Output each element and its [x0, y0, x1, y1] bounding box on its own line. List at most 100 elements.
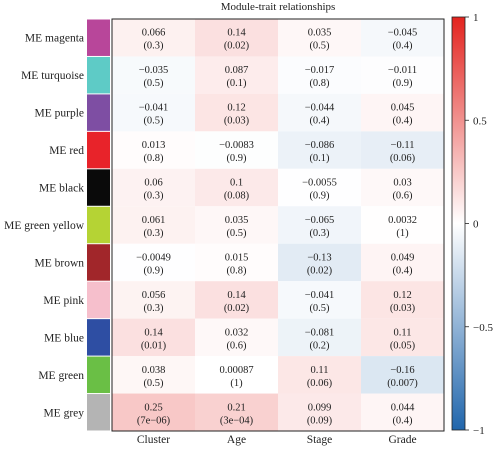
heatmap-cell — [278, 243, 361, 282]
heatmap-cell — [112, 393, 195, 431]
colorbar-tick-label: 0.5 — [473, 115, 487, 127]
heatmap-cell — [112, 168, 195, 207]
colorbar-tick-label: 0 — [473, 219, 479, 231]
heatmap-cell — [195, 206, 278, 244]
module-color-swatch — [87, 206, 110, 244]
heatmap-cell — [195, 356, 278, 394]
module-color-swatch — [87, 244, 110, 281]
cell-pvalue-label: (0.5) — [143, 378, 164, 389]
module-color-swatch — [87, 19, 110, 56]
cell-pvalue-label: (0.4) — [392, 415, 413, 426]
cell-pvalue-label: (0.06) — [390, 153, 416, 164]
cell-correlation-label: −0.0055 — [302, 178, 337, 189]
cell-correlation-label: 0.06 — [144, 178, 162, 189]
cell-pvalue-label: (0.9) — [143, 265, 164, 276]
cell-pvalue-label: (3e−04) — [220, 415, 254, 426]
row-label: ME turquoise — [21, 70, 84, 82]
module-color-swatch — [87, 281, 110, 319]
heatmap-cell — [195, 243, 278, 282]
cell-correlation-label: 0.00087 — [219, 365, 253, 376]
colorbar — [451, 16, 466, 431]
cell-pvalue-label: (0.4) — [392, 41, 413, 52]
module-color-swatch — [87, 394, 110, 431]
cell-correlation-label: 0.087 — [225, 65, 249, 76]
heatmap-cell — [112, 318, 195, 357]
module-color-swatch — [87, 319, 110, 356]
cell-correlation-label: 0.21 — [227, 402, 245, 413]
row-label: ME grey — [43, 407, 84, 419]
cell-pvalue-label: (0.9) — [226, 153, 247, 164]
heatmap-frame — [111, 18, 445, 432]
cell-correlation-label: 0.066 — [142, 28, 166, 39]
cell-correlation-label: 0.1 — [230, 178, 243, 189]
cell-correlation-label: 0.14 — [227, 28, 246, 39]
cell-pvalue-label: (0.5) — [309, 303, 330, 314]
row-label: ME red — [49, 145, 84, 157]
heatmap-cell — [278, 131, 361, 169]
cell-correlation-label: 0.11 — [311, 365, 329, 376]
cell-pvalue-label: (0.8) — [226, 265, 247, 276]
colorbar-tick-label: 1 — [473, 12, 479, 24]
heatmap-cell — [278, 206, 361, 244]
cell-pvalue-label: (0.007) — [387, 378, 418, 389]
cell-pvalue-label: (0.5) — [309, 41, 330, 52]
module-color-swatch — [87, 94, 110, 131]
cell-pvalue-label: (0.4) — [392, 116, 413, 127]
cell-pvalue-label: (0.3) — [143, 191, 164, 202]
heatmap-cell — [278, 168, 361, 207]
row-label: ME pink — [43, 295, 84, 307]
cell-correlation-label: −0.086 — [305, 140, 335, 151]
row-label: ME blue — [44, 332, 84, 344]
cell-pvalue-label: (0.5) — [143, 116, 164, 127]
cell-correlation-label: −0.011 — [388, 65, 417, 76]
cell-pvalue-label: (0.09) — [307, 415, 333, 426]
cell-pvalue-label: (0.05) — [390, 340, 416, 351]
cell-pvalue-label: (0.1) — [309, 153, 330, 164]
colorbar-tick-label: −0.5 — [473, 322, 493, 334]
heatmap-cell — [361, 56, 444, 94]
cell-pvalue-label: (1) — [396, 228, 409, 239]
cell-pvalue-label: (0.03) — [390, 303, 416, 314]
cell-pvalue-label: (0.3) — [143, 41, 164, 52]
heatmap-cell — [195, 93, 278, 132]
cell-correlation-label: 0.03 — [393, 178, 411, 189]
cell-pvalue-label: (0.08) — [224, 191, 250, 202]
cell-correlation-label: 0.14 — [144, 327, 163, 338]
cell-correlation-label: −0.11 — [391, 140, 415, 151]
module-color-swatch — [87, 169, 110, 206]
column-label: Age — [227, 434, 246, 446]
heatmap-cell — [361, 131, 444, 169]
cell-pvalue-label: (0.3) — [143, 303, 164, 314]
cell-pvalue-label: (0.8) — [309, 78, 330, 89]
heatmap-cell — [278, 56, 361, 94]
cell-correlation-label: −0.16 — [390, 365, 414, 376]
colorbar-tick-label: −1 — [473, 425, 485, 437]
cell-correlation-label: −0.045 — [388, 28, 418, 39]
heatmap-cell — [361, 393, 444, 431]
heatmap-cell — [278, 393, 361, 431]
column-label: Cluster — [137, 434, 170, 446]
cell-correlation-label: 0.0032 — [388, 215, 417, 226]
cell-pvalue-label: (0.06) — [307, 378, 333, 389]
cell-pvalue-label: (0.02) — [224, 41, 250, 52]
cell-correlation-label: −0.081 — [305, 327, 335, 338]
row-label: ME purple — [34, 108, 84, 120]
cell-pvalue-label: (0.5) — [143, 78, 164, 89]
heatmap-cell — [112, 243, 195, 282]
heatmap-cell — [195, 318, 278, 357]
cell-pvalue-label: (0.9) — [392, 78, 413, 89]
heatmap-cell — [195, 168, 278, 207]
cell-correlation-label: −0.035 — [139, 65, 169, 76]
cell-pvalue-label: (0.8) — [143, 153, 164, 164]
cell-pvalue-label: (0.03) — [224, 116, 250, 127]
cell-correlation-label: 0.013 — [142, 140, 166, 151]
cell-pvalue-label: (0.6) — [392, 191, 413, 202]
cell-pvalue-label: (1) — [230, 378, 243, 389]
heatmap-cell — [112, 93, 195, 132]
cell-correlation-label: 0.035 — [225, 215, 249, 226]
heatmap-cell — [112, 131, 195, 169]
row-label: ME green yellow — [4, 220, 85, 232]
heatmap-cell — [361, 281, 444, 319]
